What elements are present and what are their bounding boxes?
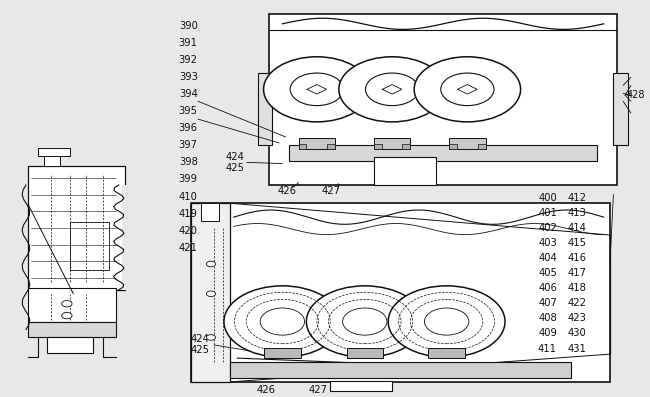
Bar	[449, 138, 486, 149]
Bar	[346, 348, 383, 358]
Text: 406: 406	[538, 283, 557, 293]
Text: 408: 408	[538, 313, 557, 324]
Text: 426: 426	[278, 185, 296, 196]
Circle shape	[414, 57, 521, 122]
Text: 421: 421	[179, 243, 198, 253]
Text: 430: 430	[567, 328, 586, 339]
Bar	[44, 154, 60, 166]
Text: 398: 398	[179, 157, 198, 168]
Bar	[298, 144, 306, 149]
Text: 428: 428	[627, 90, 645, 100]
Bar	[449, 144, 457, 149]
Bar	[231, 362, 571, 378]
Circle shape	[343, 308, 387, 335]
Bar	[192, 203, 610, 382]
Polygon shape	[382, 85, 402, 94]
Text: 395: 395	[179, 106, 198, 116]
Text: 413: 413	[567, 208, 586, 218]
Bar	[614, 73, 628, 145]
Text: 397: 397	[179, 140, 198, 150]
Text: 407: 407	[538, 298, 557, 308]
Circle shape	[441, 73, 494, 106]
Bar	[122, 185, 148, 290]
Text: 416: 416	[567, 253, 586, 263]
Bar	[478, 144, 486, 149]
Circle shape	[62, 312, 72, 319]
Text: 393: 393	[179, 72, 198, 82]
Circle shape	[339, 57, 445, 122]
Bar	[289, 145, 597, 161]
Text: 424: 424	[190, 334, 209, 345]
Bar	[28, 288, 116, 322]
Circle shape	[306, 286, 423, 357]
Text: 422: 422	[567, 298, 586, 308]
Bar	[202, 203, 220, 221]
Bar	[70, 222, 109, 270]
Bar	[402, 144, 410, 149]
Text: 402: 402	[538, 223, 557, 233]
Text: 400: 400	[538, 193, 557, 203]
Text: 405: 405	[538, 268, 557, 278]
Bar	[374, 144, 382, 149]
Text: 403: 403	[538, 238, 557, 248]
Text: 414: 414	[567, 223, 586, 233]
Text: 392: 392	[179, 55, 198, 65]
Bar	[257, 73, 272, 145]
Text: 411: 411	[538, 343, 557, 354]
Bar	[38, 148, 70, 156]
Text: 415: 415	[567, 238, 586, 248]
Text: 409: 409	[538, 328, 557, 339]
Text: 417: 417	[567, 268, 586, 278]
Polygon shape	[458, 85, 477, 94]
Circle shape	[207, 335, 216, 340]
Circle shape	[260, 308, 305, 335]
Text: 394: 394	[179, 89, 198, 99]
Text: 425: 425	[226, 163, 244, 173]
Text: 404: 404	[538, 253, 557, 263]
Circle shape	[62, 301, 72, 307]
Bar	[428, 348, 465, 358]
Text: 427: 427	[309, 385, 328, 395]
Circle shape	[290, 73, 343, 106]
Text: 410: 410	[179, 191, 198, 202]
Text: 431: 431	[567, 343, 586, 354]
Bar	[28, 166, 125, 290]
Text: 390: 390	[179, 21, 198, 31]
Text: 396: 396	[179, 123, 198, 133]
Bar	[70, 222, 109, 270]
Circle shape	[388, 286, 505, 357]
Text: 426: 426	[257, 385, 276, 395]
Text: 418: 418	[567, 283, 586, 293]
Circle shape	[224, 286, 341, 357]
Bar	[330, 381, 393, 391]
Bar	[374, 157, 436, 185]
Text: 420: 420	[179, 225, 198, 236]
Bar	[192, 203, 231, 382]
Bar	[47, 337, 93, 353]
Bar	[264, 348, 300, 358]
Bar	[269, 14, 617, 185]
Text: 399: 399	[179, 174, 198, 185]
Circle shape	[207, 291, 216, 297]
Bar	[298, 138, 335, 149]
Text: 423: 423	[567, 313, 586, 324]
Text: 427: 427	[322, 185, 341, 196]
Circle shape	[365, 73, 419, 106]
Circle shape	[263, 57, 370, 122]
Text: 391: 391	[179, 38, 198, 48]
Bar	[327, 144, 335, 149]
Text: 401: 401	[538, 208, 557, 218]
Text: 425: 425	[190, 345, 209, 355]
Polygon shape	[307, 85, 326, 94]
Bar	[374, 138, 410, 149]
Text: 419: 419	[179, 208, 198, 219]
Bar	[28, 322, 116, 337]
Text: 424: 424	[226, 152, 244, 162]
Text: 412: 412	[567, 193, 586, 203]
Circle shape	[207, 261, 216, 267]
Circle shape	[424, 308, 469, 335]
